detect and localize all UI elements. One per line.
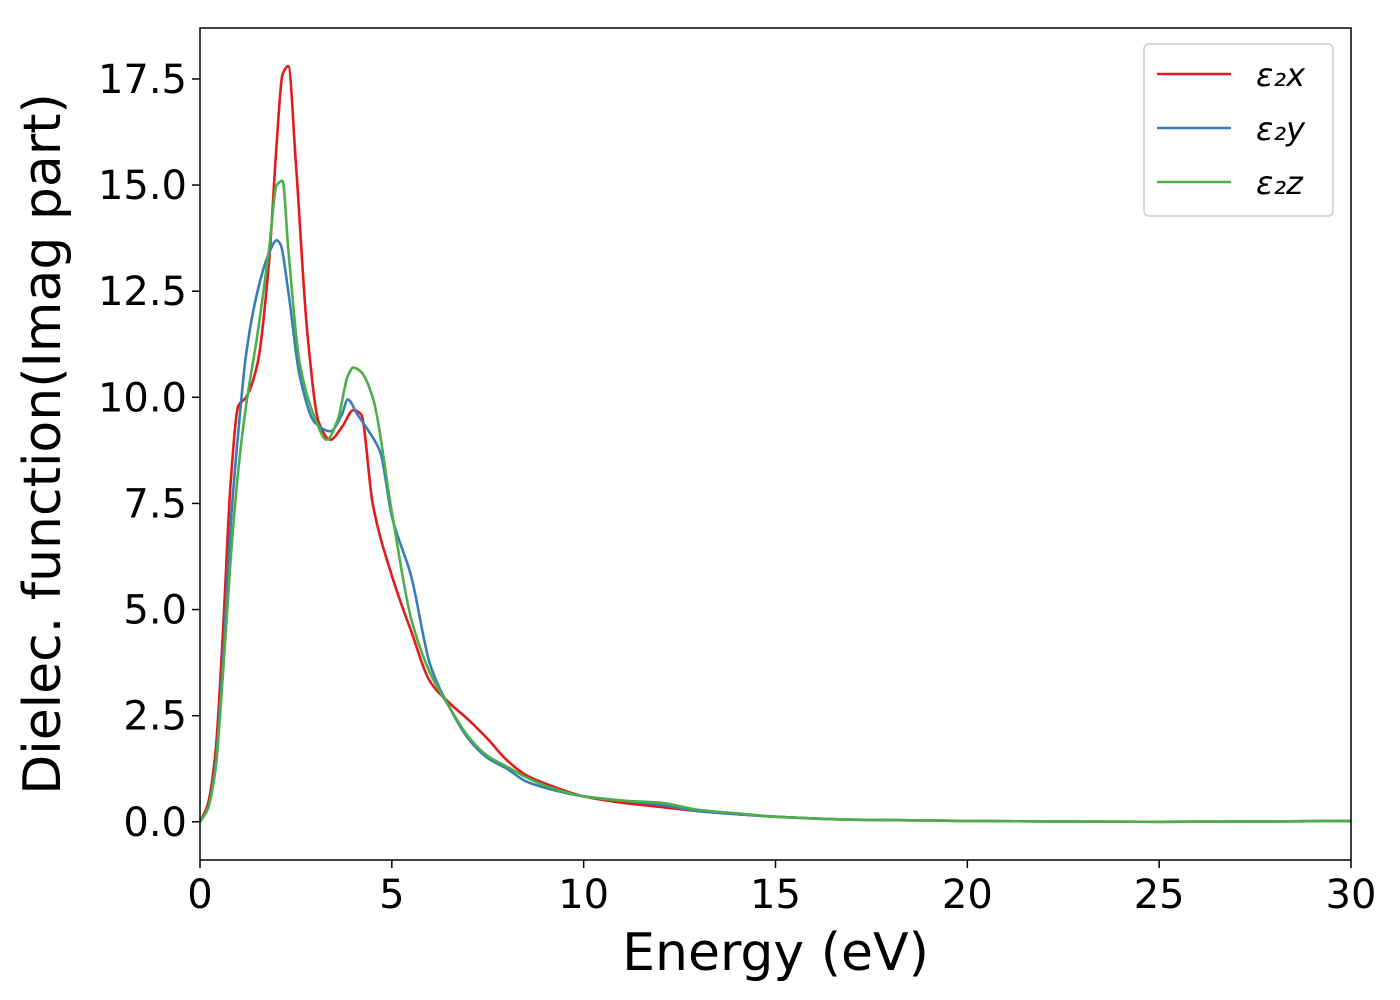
x-tick-label: 30 [1326, 872, 1377, 918]
x-tick-label: 20 [942, 872, 993, 918]
legend-label: ε₂z [1256, 164, 1304, 202]
y-axis-title: Dielec. function(Imag part) [13, 93, 73, 795]
legend-label: ε₂y [1256, 110, 1306, 148]
series-line-2 [198, 238, 1352, 824]
y-tick-label: 15.0 [98, 163, 187, 209]
x-axis-ticks: 0 5 10 15 20 25 30 [187, 860, 1376, 918]
y-tick-label: 0.0 [123, 800, 187, 846]
plot-lines [198, 64, 1352, 824]
x-tick-label: 10 [558, 872, 609, 918]
y-tick-label: 12.5 [98, 269, 187, 315]
series-line-3 [198, 179, 1352, 824]
y-tick-label: 7.5 [123, 481, 187, 527]
x-tick-label: 0 [187, 872, 212, 918]
legend-box [1143, 43, 1334, 217]
y-tick-label: 17.5 [98, 57, 187, 103]
x-tick-label: 15 [750, 872, 801, 918]
legend-label: ε₂x [1256, 56, 1306, 94]
y-tick-label: 5.0 [123, 588, 187, 634]
legend: ε₂x ε₂y ε₂z [1143, 43, 1334, 217]
y-tick-label: 10.0 [98, 375, 187, 421]
x-tick-label: 5 [379, 872, 404, 918]
x-axis-title: Energy (eV) [622, 923, 929, 983]
y-tick-label: 2.5 [123, 694, 187, 740]
x-tick-label: 25 [1134, 872, 1185, 918]
y-axis-ticks: 0.0 2.5 5.0 7.5 10.0 12.5 15.0 17.5 [98, 57, 200, 846]
